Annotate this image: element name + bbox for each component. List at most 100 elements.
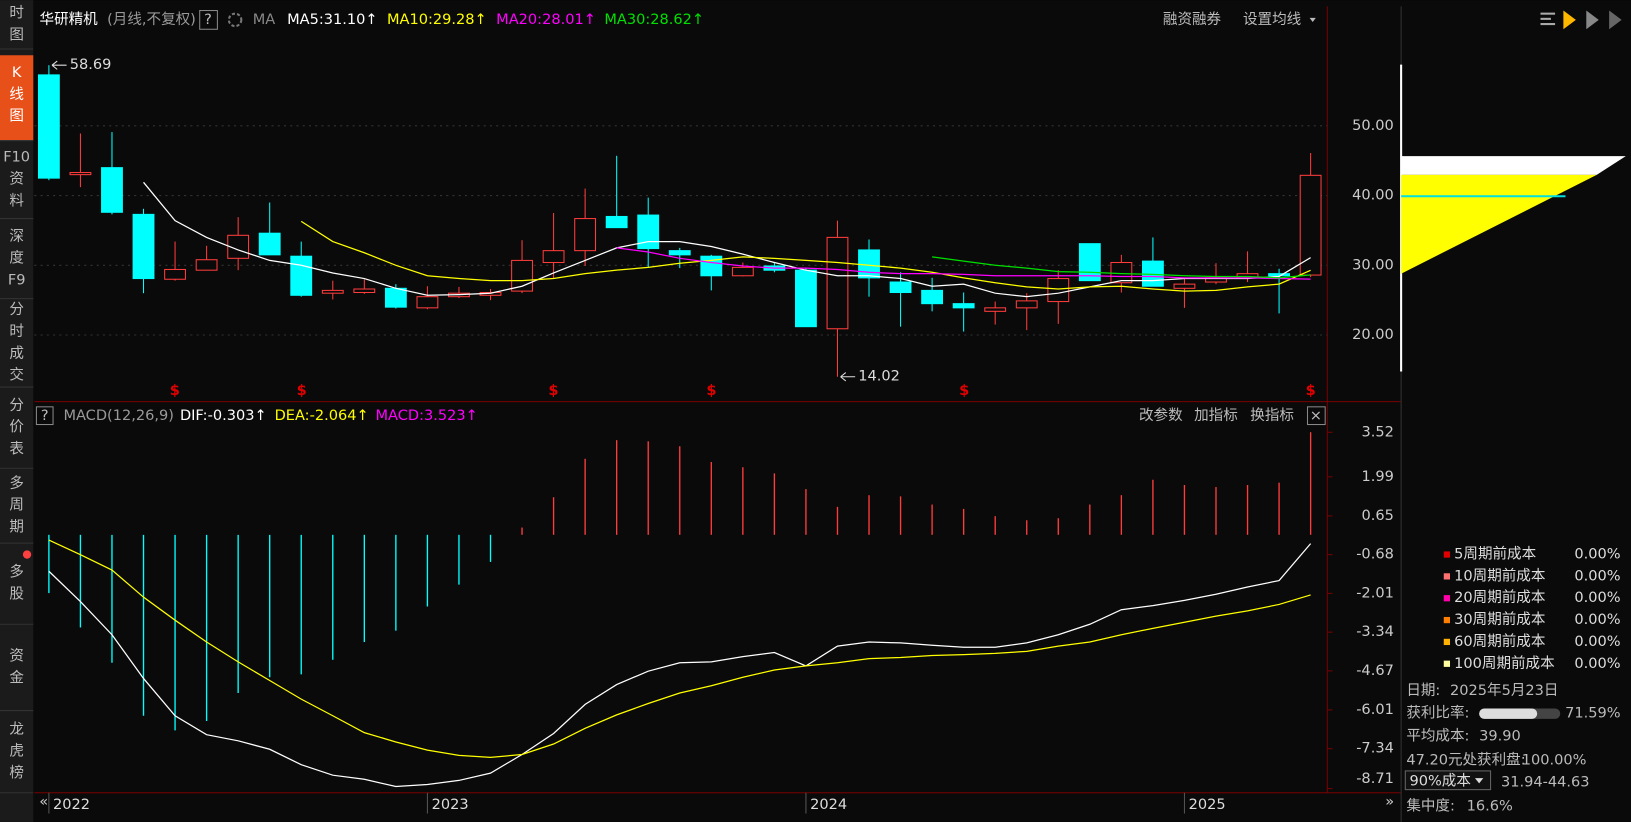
y-tick-label: -7.34 [1356, 740, 1394, 757]
y-tick-label: -3.34 [1356, 623, 1394, 640]
link[interactable]: 改参数 [1139, 407, 1183, 424]
sidebar-tab[interactable]: 股 [9, 586, 24, 603]
indicator-line [48, 539, 1311, 759]
legend-entry: MACD:3.523↑ [376, 407, 478, 424]
sidebar-tab[interactable]: 虎 [9, 743, 24, 760]
cost-range: 31.94-44.63 [1501, 773, 1590, 790]
candle-body [164, 268, 186, 280]
flag-icon[interactable] [1563, 10, 1576, 30]
legend-swatch [1443, 551, 1451, 558]
help[interactable]: ? [41, 407, 49, 424]
indicator-line [932, 256, 1311, 279]
sidebar-tab[interactable]: K [12, 64, 22, 81]
link[interactable]: 设置均线 [1243, 11, 1301, 28]
sidebar-tab[interactable]: 图 [9, 108, 24, 125]
flag-icon[interactable] [1586, 10, 1599, 30]
menu-icon[interactable] [1540, 17, 1551, 20]
menu-icon[interactable] [1540, 12, 1556, 15]
candle-body [69, 172, 92, 176]
sidebar-tab[interactable]: 价 [9, 419, 24, 436]
legend-swatch [1443, 573, 1451, 580]
sidebar-tab[interactable]: 周 [9, 497, 24, 514]
sidebar-tab[interactable]: 深 [9, 228, 24, 245]
candle-body [1015, 300, 1038, 309]
x-tick-label: 2022 [53, 796, 90, 813]
dropdown-arrow [1309, 17, 1316, 22]
sidebar-tab[interactable]: 时 [9, 5, 24, 22]
profit-ratio: 71.59% [1565, 705, 1621, 722]
sidebar-tab[interactable]: 成 [9, 345, 24, 362]
range-select-label[interactable]: 90%成本 [1409, 772, 1471, 789]
candle-body [952, 303, 975, 309]
menu-icon[interactable] [1540, 23, 1556, 26]
help-box[interactable] [199, 10, 218, 30]
help[interactable]: ? [204, 11, 212, 28]
close-box[interactable] [1306, 406, 1326, 426]
candle-body [605, 215, 628, 229]
sidebar-tab[interactable]: F10 [3, 149, 30, 166]
event-icon: $ [548, 382, 558, 399]
sidebar-tab[interactable]: 分 [9, 397, 24, 414]
sidebar-tab[interactable]: 多 [9, 564, 24, 581]
link[interactable]: 融资融券 [1163, 11, 1222, 28]
sidebar-tab[interactable]: 交 [9, 366, 24, 384]
settings-icon[interactable] [227, 12, 243, 28]
candle-body [826, 236, 849, 330]
candle-body [1268, 273, 1291, 277]
annotation-arrow [51, 60, 67, 70]
event-icon: $ [170, 382, 180, 399]
sidebar-tab[interactable]: 时 [9, 323, 24, 340]
candle-body [416, 296, 439, 309]
scroll-left[interactable]: « [39, 793, 48, 810]
event-icons: $ $ $ $ $ $ [170, 382, 1316, 399]
indicator-line [300, 220, 1311, 292]
dropdown-arrow [1474, 778, 1484, 784]
help-box[interactable] [35, 406, 54, 426]
legend-label: 20周期前成本 [1454, 589, 1546, 606]
sidebar-tab[interactable]: 分 [9, 301, 24, 318]
range-select[interactable] [1404, 770, 1492, 791]
sidebar-tab[interactable]: 资 [9, 647, 24, 664]
y-tick-label: 50.00 [1352, 117, 1394, 134]
legend-label: 100周期前成本 [1454, 655, 1555, 672]
sidebar-tab[interactable]: 期 [9, 519, 24, 536]
sidebar-tab[interactable]: 表 [9, 440, 24, 457]
candle-body [101, 167, 123, 213]
legend-entry: MA20:28.01↑ [496, 11, 596, 28]
event-icon: $ [706, 382, 716, 399]
candle-body [321, 289, 344, 294]
sidebar-tab[interactable]: 榜 [9, 765, 24, 782]
flag-icon[interactable] [1609, 10, 1622, 30]
sidebar-tab[interactable]: 度 [9, 250, 24, 267]
sidebar-tab[interactable]: 线 [9, 86, 24, 103]
y-tick-label: -2.01 [1356, 584, 1394, 601]
candle-body [858, 249, 880, 279]
scroll-right[interactable]: » [1385, 793, 1394, 810]
candle-body [37, 74, 60, 179]
sidebar-tab[interactable]: 资 [9, 171, 24, 188]
x-tick-label: 2023 [432, 796, 469, 813]
link[interactable]: 换指标 [1250, 407, 1294, 424]
candle-body [731, 266, 754, 277]
sidebar-tab[interactable]: 图 [9, 26, 24, 43]
legend-label: 30周期前成本 [1454, 611, 1546, 628]
sidebar-tab[interactable]: 多 [9, 475, 24, 492]
sidebar-tab[interactable]: 龙 [9, 721, 24, 738]
legend-value: 0.00% [1574, 633, 1620, 650]
sidebar-tab[interactable]: F9 [8, 271, 26, 288]
active-tab [0, 55, 34, 141]
sidebar-tab[interactable]: 料 [9, 192, 24, 209]
legend-swatch [1443, 616, 1451, 624]
sidebar-tab[interactable]: 金 [9, 669, 24, 686]
legend-entry: DEA:-2.064↑ [275, 407, 369, 424]
y-tick-label: -6.01 [1356, 701, 1394, 718]
link[interactable]: 加指标 [1194, 407, 1238, 424]
legend-value: 0.00% [1574, 655, 1620, 672]
stock-name: 华研精机 [40, 11, 99, 28]
annotation: 58.69 [70, 56, 112, 73]
legend-swatch [1443, 595, 1451, 602]
close[interactable]: × [1310, 407, 1322, 424]
